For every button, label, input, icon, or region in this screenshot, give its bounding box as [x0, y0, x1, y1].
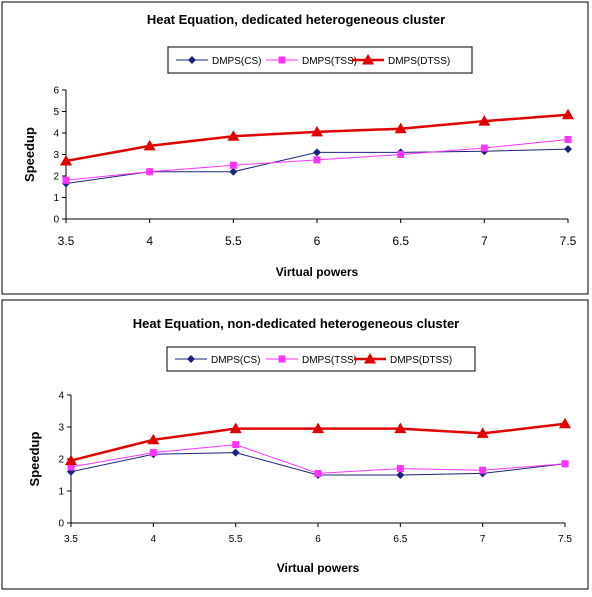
y-tick-label: 6	[53, 86, 59, 97]
x-tick-label: 4	[146, 234, 153, 248]
data-point	[311, 125, 323, 137]
x-tick-label: 6.5	[393, 534, 407, 545]
legend-marker	[188, 56, 196, 64]
x-tick-label: 7	[481, 234, 488, 248]
x-tick-label: 4	[151, 534, 157, 545]
data-point	[562, 108, 574, 120]
series-dmps-dtss	[60, 108, 574, 166]
x-tick-label: 7.5	[558, 534, 572, 545]
data-point	[314, 469, 322, 477]
chart-non-dedicated: Heat Equation, non-dedicated heterogeneo…	[0, 298, 592, 592]
chart-dedicated: Heat Equation, dedicated heterogeneous c…	[0, 0, 592, 296]
data-point	[394, 422, 407, 434]
legend-label: DMPS(TSS)	[302, 56, 357, 67]
data-point	[67, 467, 75, 476]
data-point	[143, 139, 156, 151]
data-point	[396, 465, 404, 473]
legend-label: DMPS(DTSS)	[388, 56, 450, 67]
x-tick-label: 5.5	[229, 534, 243, 545]
y-tick-label: 3	[58, 423, 64, 434]
chart-frame	[1, 299, 589, 590]
legend-box	[166, 346, 476, 372]
data-point	[146, 168, 154, 176]
x-tick-label: 7	[480, 534, 486, 545]
x-tick-label: 3.5	[64, 534, 78, 545]
data-point	[480, 144, 488, 152]
x-tick-label: 7.5	[560, 234, 577, 248]
data-point	[564, 135, 572, 143]
data-point	[62, 176, 70, 184]
data-point	[227, 130, 240, 141]
y-axis-label: Speedup	[27, 431, 42, 486]
series-dmps-dtss	[65, 417, 571, 466]
data-point	[396, 471, 405, 479]
y-tick-label: 3	[53, 150, 59, 161]
chart-frame	[1, 1, 589, 295]
data-point	[561, 460, 569, 468]
data-point	[559, 417, 571, 429]
y-tick-label: 2	[58, 455, 64, 466]
data-point	[60, 154, 72, 166]
data-point	[229, 161, 237, 169]
data-point	[67, 463, 75, 471]
chart-title: Heat Equation, dedicated heterogeneous c…	[147, 12, 445, 27]
x-tick-label: 6	[315, 534, 321, 545]
data-point	[394, 122, 407, 134]
y-tick-label: 4	[58, 391, 64, 402]
legend-label: DMPS(TSS)	[302, 355, 357, 366]
x-axis-label: Virtual powers	[277, 561, 360, 575]
data-point	[65, 454, 77, 466]
series-dmps-tss	[67, 441, 569, 477]
legend-marker	[187, 355, 195, 363]
y-tick-label: 4	[53, 129, 59, 140]
legend-label: DMPS(DTSS)	[390, 355, 452, 366]
data-point	[229, 167, 238, 176]
legend-marker	[362, 54, 374, 65]
x-tick-label: 6	[314, 234, 321, 248]
legend-marker	[278, 56, 286, 64]
legend-label: DMPS(CS)	[211, 355, 260, 366]
data-point	[232, 441, 240, 449]
y-tick-label: 2	[53, 172, 59, 183]
data-point	[313, 148, 321, 157]
data-point	[231, 448, 240, 457]
x-tick-label: 3.5	[58, 234, 75, 248]
chart-dedicated-svg: Heat Equation, dedicated heterogeneous c…	[1, 1, 589, 295]
legend-marker	[364, 353, 376, 364]
data-point	[397, 151, 405, 158]
data-point	[312, 422, 324, 434]
data-point	[147, 433, 160, 445]
data-point	[479, 466, 487, 474]
data-point	[476, 427, 489, 438]
y-tick-label: 0	[53, 215, 59, 226]
data-point	[564, 145, 572, 154]
x-tick-label: 6.5	[392, 234, 409, 248]
y-tick-label: 0	[58, 519, 64, 530]
legend-marker	[278, 355, 286, 363]
chart-non-dedicated-svg: Heat Equation, non-dedicated heterogeneo…	[1, 299, 589, 590]
x-tick-label: 5.5	[225, 234, 242, 248]
legend-box	[167, 46, 473, 74]
chart-title: Heat Equation, non-dedicated heterogeneo…	[133, 316, 460, 331]
y-axis-label: Speedup	[22, 127, 37, 182]
series-dmps-tss	[62, 135, 572, 184]
y-tick-label: 1	[58, 487, 64, 498]
legend-label: DMPS(CS)	[212, 56, 261, 67]
data-point	[478, 115, 491, 126]
x-axis-label: Virtual powers	[276, 265, 359, 279]
data-point	[313, 156, 321, 164]
data-point	[229, 422, 242, 434]
data-point	[149, 449, 157, 457]
y-tick-label: 5	[53, 107, 59, 118]
y-tick-label: 1	[53, 193, 59, 204]
